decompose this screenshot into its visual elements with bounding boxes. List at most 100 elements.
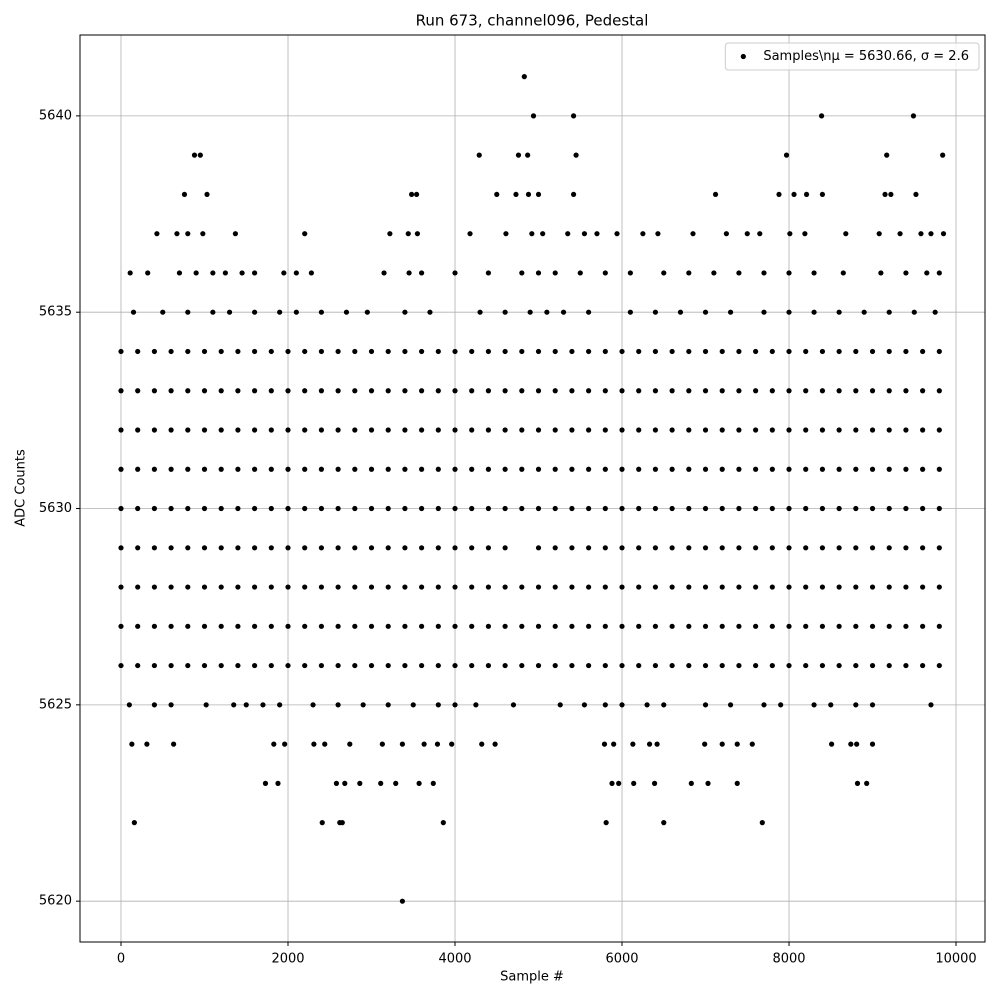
point bbox=[235, 545, 241, 551]
point bbox=[854, 741, 860, 747]
point bbox=[861, 309, 867, 315]
point bbox=[920, 584, 926, 590]
point bbox=[218, 348, 224, 355]
point bbox=[619, 505, 625, 512]
point bbox=[669, 388, 675, 394]
point bbox=[864, 780, 870, 786]
point bbox=[586, 505, 592, 512]
point bbox=[940, 231, 947, 237]
point bbox=[402, 466, 408, 472]
point bbox=[335, 466, 341, 472]
point bbox=[702, 741, 708, 747]
point bbox=[416, 780, 422, 786]
x-tick-label: 10000 bbox=[935, 952, 976, 967]
point bbox=[803, 388, 809, 394]
point bbox=[786, 584, 792, 590]
point bbox=[669, 505, 675, 512]
point bbox=[435, 388, 441, 394]
point bbox=[218, 388, 224, 394]
point bbox=[569, 662, 575, 669]
point bbox=[936, 584, 942, 590]
point bbox=[616, 780, 622, 786]
point bbox=[669, 584, 675, 590]
point bbox=[185, 623, 191, 629]
point bbox=[702, 348, 709, 355]
point bbox=[636, 388, 642, 394]
point bbox=[435, 348, 441, 355]
point bbox=[402, 348, 408, 355]
point bbox=[602, 702, 608, 708]
point bbox=[570, 113, 577, 119]
point bbox=[552, 427, 558, 433]
point bbox=[318, 309, 325, 315]
point bbox=[252, 662, 258, 669]
point bbox=[581, 702, 588, 708]
point bbox=[235, 466, 241, 472]
point bbox=[368, 545, 375, 551]
point bbox=[168, 348, 174, 355]
point bbox=[869, 662, 876, 669]
point bbox=[614, 231, 620, 237]
point bbox=[736, 545, 742, 551]
point bbox=[218, 427, 224, 433]
plot-frame bbox=[79, 34, 986, 943]
point bbox=[311, 741, 317, 747]
point bbox=[761, 270, 767, 276]
point bbox=[920, 388, 926, 394]
point bbox=[686, 623, 692, 629]
point bbox=[285, 505, 291, 512]
point bbox=[535, 584, 542, 590]
point bbox=[469, 388, 475, 394]
point bbox=[535, 388, 542, 394]
point bbox=[387, 231, 393, 237]
point bbox=[285, 662, 291, 669]
x-tick-label: 4000 bbox=[438, 952, 471, 967]
point bbox=[492, 741, 498, 747]
point bbox=[135, 545, 141, 551]
point bbox=[385, 505, 391, 512]
legend-box bbox=[724, 42, 980, 71]
point bbox=[318, 348, 325, 355]
point bbox=[410, 702, 416, 708]
point bbox=[560, 309, 567, 315]
point bbox=[203, 702, 209, 708]
point bbox=[535, 466, 542, 472]
point bbox=[357, 780, 363, 786]
point bbox=[669, 662, 675, 669]
point bbox=[886, 662, 892, 669]
point bbox=[413, 191, 420, 198]
point bbox=[201, 427, 208, 433]
point bbox=[535, 427, 542, 433]
point bbox=[185, 662, 191, 669]
points bbox=[118, 74, 947, 904]
point bbox=[535, 348, 542, 355]
point bbox=[932, 309, 938, 315]
point bbox=[268, 623, 274, 629]
point bbox=[686, 545, 692, 551]
point bbox=[515, 152, 522, 158]
point bbox=[368, 505, 375, 512]
point bbox=[627, 270, 633, 276]
point bbox=[435, 623, 441, 629]
point bbox=[168, 584, 174, 590]
point bbox=[262, 780, 269, 786]
point bbox=[168, 388, 174, 394]
point bbox=[753, 505, 759, 512]
point bbox=[519, 388, 525, 394]
point bbox=[936, 388, 942, 394]
point bbox=[335, 427, 341, 433]
point bbox=[218, 466, 224, 472]
point bbox=[627, 309, 633, 315]
point bbox=[552, 466, 558, 472]
point bbox=[513, 191, 519, 198]
point bbox=[135, 505, 141, 512]
point bbox=[485, 584, 492, 590]
point bbox=[910, 113, 917, 119]
point bbox=[469, 623, 475, 629]
point bbox=[602, 348, 608, 355]
point bbox=[619, 662, 625, 669]
point bbox=[252, 584, 258, 590]
point bbox=[285, 623, 291, 629]
point bbox=[819, 348, 826, 355]
point bbox=[151, 702, 158, 708]
